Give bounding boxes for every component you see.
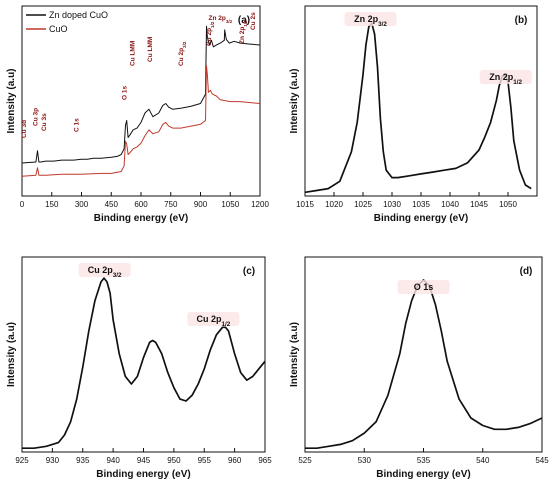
y-axis-label: Intensity (a.u)	[289, 68, 300, 133]
x-tick-label: 1040	[441, 200, 459, 209]
peak-label: Zn 2p3/2	[354, 14, 387, 28]
panel-a: 0 150 300 450 600 750 900 1050 1200 Binding energ…	[6, 5, 269, 224]
x-axis-label: Binding energy (eV)	[374, 213, 468, 224]
panel-label: (a)	[238, 15, 250, 26]
y-axis-label: Intensity (a.u)	[289, 322, 300, 387]
series-line-zn-doped-cuo	[21, 25, 261, 164]
x-tick-label: 150	[45, 200, 59, 209]
peak-annotation: Cu 3s	[41, 113, 48, 131]
peak-annotation: O 1s	[122, 86, 129, 100]
x-tick-label: 960	[228, 456, 242, 465]
series-line-cuo	[21, 65, 261, 177]
peak-annotation: Cu 2s	[250, 12, 257, 30]
peak-label-highlight	[78, 263, 131, 277]
peak-annotation: Cu 3p	[32, 108, 39, 126]
peak-label: Zn 2p1/2	[489, 72, 522, 86]
x-tick-label: 750	[164, 200, 178, 209]
peak-annotation: Cu 2p3/2	[178, 41, 187, 66]
x-axis-label: Binding energy (eV)	[96, 469, 190, 480]
peak-label: O 1s	[414, 282, 434, 292]
legend-label-cuo: CuO	[49, 24, 68, 34]
x-tick-label: 950	[167, 456, 181, 465]
peak-annotation: Cu 2p1/2	[206, 21, 215, 46]
x-tick-label: 935	[76, 456, 90, 465]
peak-label: Cu 2p1/2	[196, 314, 230, 328]
x-tick-label: 965	[258, 456, 272, 465]
peak-annotation: Cu LMM	[147, 37, 154, 62]
x-tick-label: 1200	[251, 200, 269, 209]
panel-c: 925 930 935 940 945 950 955 960 965 Binding energ…	[6, 256, 272, 480]
peak-annotation: C 1s	[74, 118, 81, 132]
peak-label-highlight	[397, 280, 450, 294]
x-axis-label: Binding energy (eV)	[94, 213, 188, 224]
x-tick-label: 1030	[383, 200, 401, 209]
legend-label-zn-doped-cuo: Zn doped CuO	[49, 10, 108, 20]
x-tick-label: 300	[75, 200, 89, 209]
x-tick-label: 930	[46, 456, 60, 465]
x-tick-label: 1035	[412, 200, 430, 209]
peak-annotation: Cu LMM	[130, 41, 137, 66]
x-tick-label: 540	[476, 456, 490, 465]
x-tick-label: 525	[298, 456, 312, 465]
panel-b: 1015 1020 1025 1030 1035 1040 1045 1050 Binding …	[289, 5, 538, 224]
panel-label: (d)	[520, 266, 533, 277]
peak-annotation: Cu 3d	[21, 120, 28, 138]
x-tick-label: 600	[134, 200, 148, 209]
y-axis-label: Intensity (a.u)	[6, 322, 17, 387]
x-tick-label: 1020	[325, 200, 343, 209]
x-tick-label: 940	[106, 456, 120, 465]
panel-label: (b)	[515, 15, 528, 26]
peak-label-highlight	[344, 12, 397, 26]
x-tick-label: 955	[198, 456, 212, 465]
peak-label-highlight	[187, 312, 240, 326]
x-tick-label: 450	[105, 200, 119, 209]
x-tick-label: 535	[417, 456, 431, 465]
x-tick-label: 545	[535, 456, 549, 465]
charts: 0 150 300 450 600 750 900 1050 1200 Binding energ…	[6, 5, 549, 480]
x-tick-label: 1050	[499, 200, 517, 209]
x-axis-label: Binding energy (eV)	[376, 469, 470, 480]
peak-label-highlight	[479, 70, 532, 84]
peak-annotation: Zn 2p3/2	[208, 15, 232, 24]
x-tick-label: 900	[194, 200, 208, 209]
y-axis-label: Intensity (a.u)	[6, 68, 17, 133]
peak-annotation: Zn 2p1/2	[239, 20, 248, 44]
x-tick-label: 1025	[354, 200, 372, 209]
peak-label: Cu 2p3/2	[88, 265, 122, 279]
x-tick-label: 1045	[470, 200, 488, 209]
x-tick-label: 945	[137, 456, 151, 465]
panel-label: (c)	[243, 266, 255, 277]
x-tick-label: 530	[358, 456, 372, 465]
panel-d: 525 530 535 540 545 Binding energy (eV) Intens…	[289, 256, 549, 480]
x-tick-label: 1015	[296, 200, 314, 209]
x-tick-label: 925	[15, 456, 29, 465]
series-line-panel-2	[22, 277, 266, 450]
x-tick-label: 1050	[221, 200, 239, 209]
x-tick-label: 0	[20, 200, 25, 209]
